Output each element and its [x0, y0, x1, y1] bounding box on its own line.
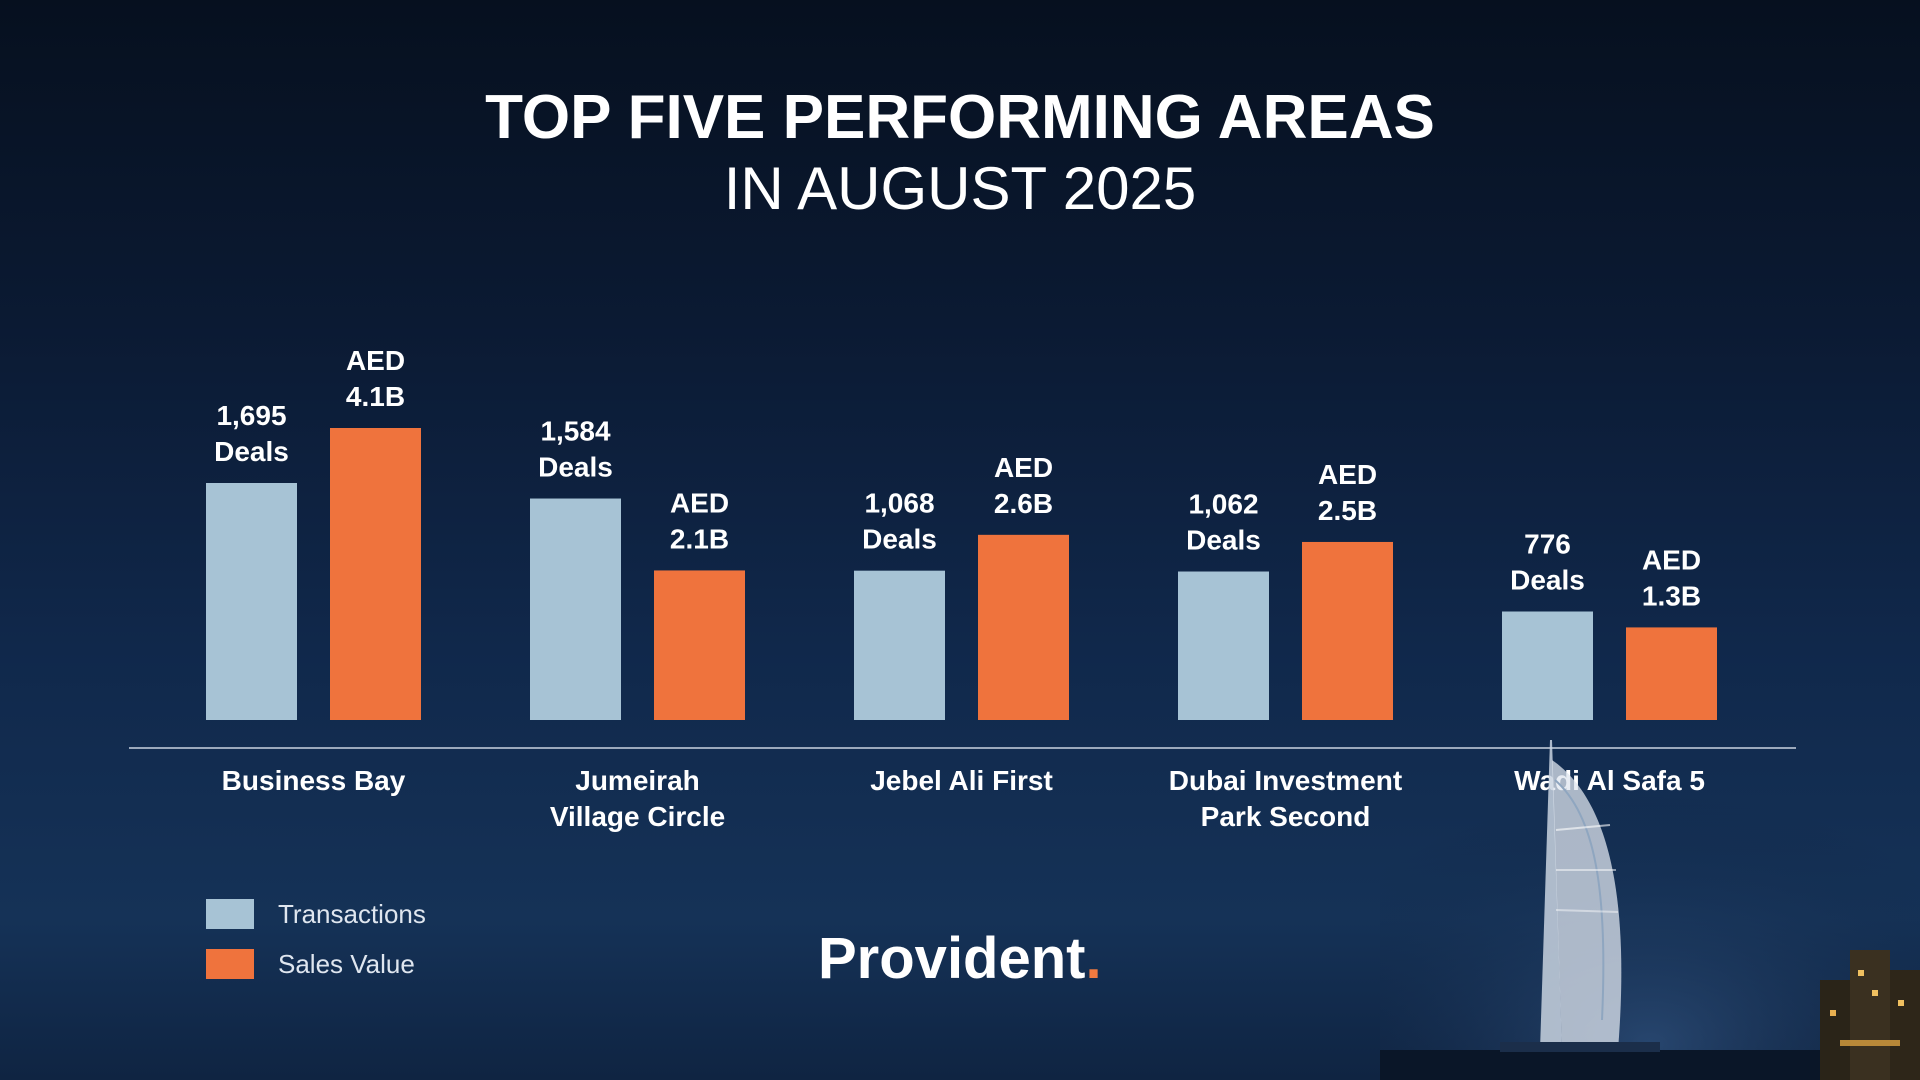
data-label-transactions: 776	[1524, 528, 1571, 559]
city-skyline-image	[1380, 720, 1920, 1080]
data-label-sales-value: 2.1B	[670, 523, 729, 554]
legend-label-transactions: Transactions	[278, 898, 426, 929]
legend-label-sales-value: Sales Value	[278, 948, 415, 979]
bar-transactions	[206, 483, 297, 720]
category-label: Dubai Investment	[1169, 765, 1402, 796]
data-label-transactions: 1,584	[540, 416, 610, 447]
legend-item-transactions: Transactions	[206, 898, 426, 930]
data-label-sales-value: 2.5B	[1318, 495, 1377, 526]
legend-swatch-sales-value	[206, 949, 254, 979]
data-label-sales-value: AED	[1318, 459, 1377, 490]
bar-sales-value	[1626, 627, 1717, 720]
data-label-sales-value: AED	[1642, 544, 1701, 575]
category-label: Village Circle	[550, 801, 725, 832]
data-label-transactions: 1,068	[864, 488, 934, 519]
chart-title: TOP FIVE PERFORMING AREAS	[485, 83, 1435, 152]
data-label-sales-value: AED	[994, 452, 1053, 483]
bars-layer	[206, 428, 1717, 720]
legend-swatch-transactions	[206, 899, 254, 929]
chart-legend: Transactions Sales Value	[206, 898, 426, 998]
bar-sales-value	[654, 570, 745, 720]
data-label-sales-value: AED	[670, 487, 729, 518]
brand-name: Provident	[818, 926, 1086, 991]
data-label-transactions: Deals	[862, 524, 937, 555]
data-label-transactions: Deals	[214, 436, 289, 467]
category-label: Jebel Ali First	[870, 765, 1053, 796]
data-label-transactions: 1,062	[1188, 489, 1258, 520]
data-label-transactions: Deals	[538, 452, 613, 483]
data-label-transactions: 1,695	[216, 400, 286, 431]
category-labels: Business Bay Jumeirah Village Circle Jebel …	[222, 765, 1705, 832]
data-label-sales-value: AED	[346, 345, 405, 376]
data-label-transactions: Deals	[1510, 564, 1585, 595]
bar-sales-value	[1302, 541, 1393, 720]
bar-transactions	[1502, 611, 1593, 720]
labels-layer: 1,695 Deals AED 4.1B 1,584 Deals AED 2.1B 1,068 D…	[214, 345, 1701, 611]
bar-sales-value	[330, 428, 421, 720]
bar-transactions	[854, 570, 945, 720]
data-label-sales-value: 1.3B	[1642, 580, 1701, 611]
category-label: Park Second	[1201, 801, 1371, 832]
data-label-sales-value: 2.6B	[994, 488, 1053, 519]
bar-transactions	[530, 498, 621, 720]
provident-logo: Provident.	[818, 925, 1102, 992]
data-label-sales-value: 4.1B	[346, 381, 405, 412]
category-label: Business Bay	[222, 765, 406, 796]
chart-subtitle: IN AUGUST 2025	[723, 155, 1197, 222]
legend-item-sales-value: Sales Value	[206, 948, 426, 980]
brand-dot: .	[1085, 926, 1102, 991]
category-label: Jumeirah	[575, 765, 700, 796]
bar-transactions	[1178, 571, 1269, 720]
data-label-transactions: Deals	[1186, 525, 1261, 556]
bar-sales-value	[978, 534, 1069, 720]
